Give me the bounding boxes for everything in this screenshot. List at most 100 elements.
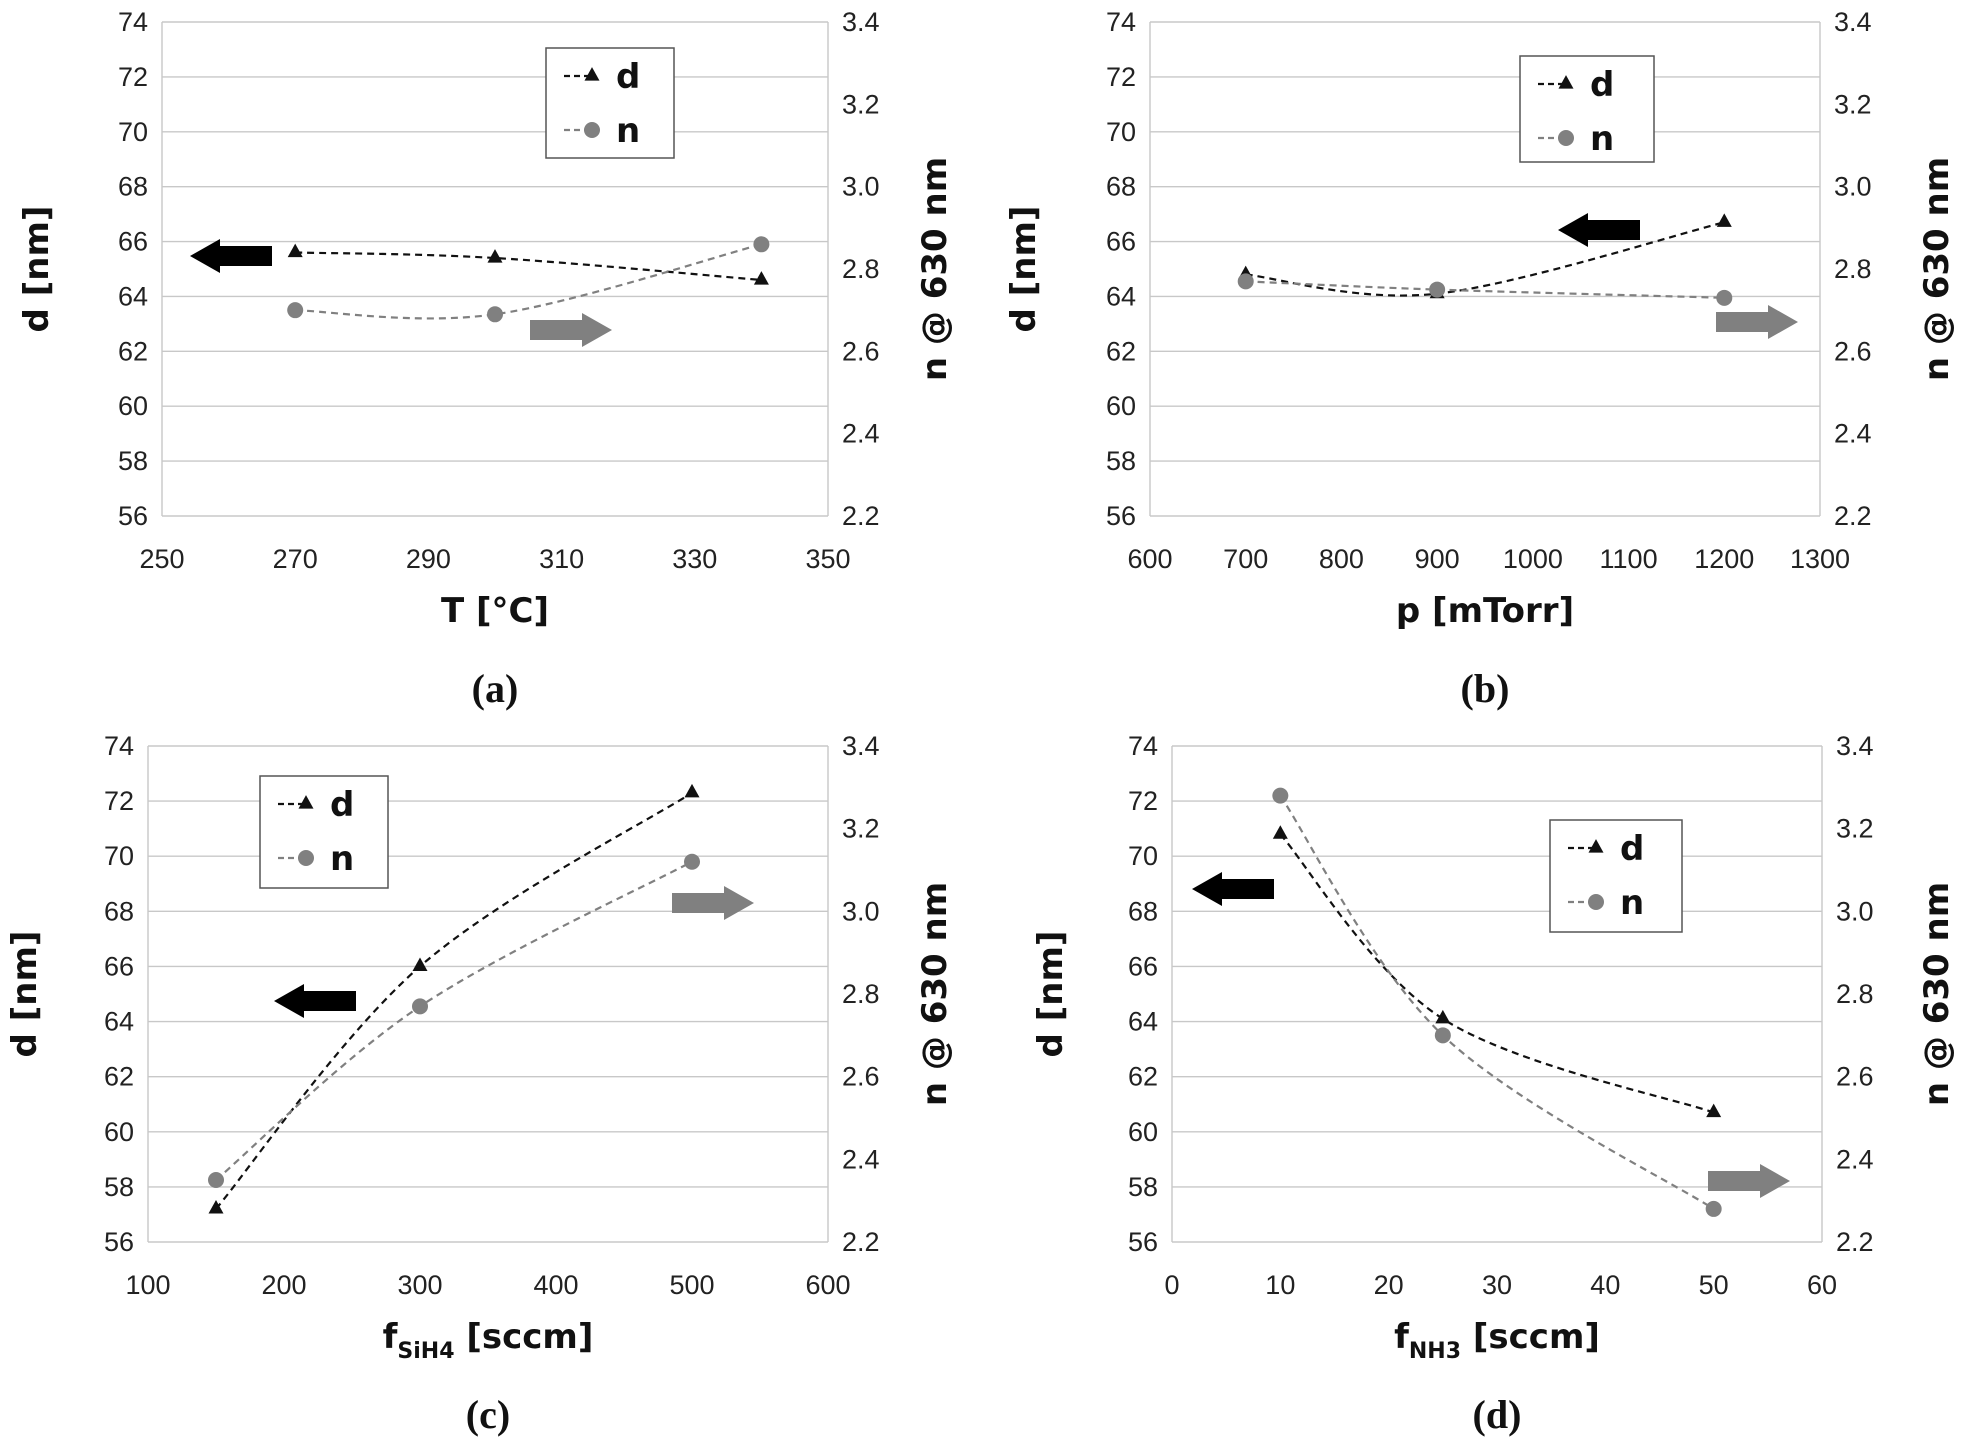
y2-tick-label: 3.0 [842, 896, 880, 926]
arrow-left-icon [190, 239, 272, 273]
arrow-right-icon [1708, 1164, 1790, 1198]
y-tick-label: 58 [1128, 1172, 1158, 1202]
x-tick-label: 310 [539, 544, 584, 574]
y-tick-label: 64 [1128, 1007, 1158, 1037]
x-tick-label: 30 [1482, 1270, 1512, 1300]
data-point-d [1716, 213, 1732, 227]
legend-marker-n [584, 122, 600, 138]
y2-axis-title: n @ 630 nm [915, 882, 955, 1106]
legend: dn [1549, 819, 1683, 933]
y2-tick-label: 2.4 [1836, 1144, 1874, 1174]
y-tick-label: 60 [1128, 1117, 1158, 1147]
x-tick-label: 0 [1164, 1270, 1179, 1300]
series-n [1237, 273, 1733, 306]
data-point-d [412, 957, 428, 972]
legend-label-d: d [1620, 829, 1644, 869]
series-d [208, 783, 700, 1214]
legend-marker-d [1588, 839, 1604, 853]
x-axis-title-main: f [1394, 1317, 1410, 1357]
data-point-n [1429, 281, 1446, 298]
series-line-n [1245, 280, 1725, 299]
y2-tick-label: 2.6 [842, 336, 880, 366]
x-tick-label: 1100 [1600, 544, 1658, 574]
y-tick-label: 72 [1128, 786, 1158, 816]
y2-tick-label: 2.4 [1834, 419, 1872, 449]
data-point-n [1705, 1200, 1722, 1217]
y2-tick-label: 2.8 [842, 254, 880, 284]
x-tick-label: 40 [1590, 1270, 1620, 1300]
arrow-left-icon [1192, 872, 1274, 906]
y-tick-label: 64 [104, 1007, 134, 1037]
x-tick-label: 700 [1223, 544, 1268, 574]
y-tick-label: 68 [104, 896, 134, 926]
x-axis-title: fSiH4 [sccm] [383, 1317, 594, 1364]
y-tick-label: 62 [118, 336, 148, 366]
x-tick-label: 330 [672, 544, 717, 574]
legend-marker-n [1558, 130, 1574, 146]
y2-tick-label: 2.2 [842, 1227, 880, 1257]
data-point-d [487, 249, 503, 263]
data-point-d [753, 271, 769, 285]
arrow-left-icon [274, 984, 356, 1018]
arrow-right-icon [1716, 305, 1798, 339]
y-tick-label: 60 [1106, 391, 1136, 421]
x-axis-title: T [°C] [441, 591, 549, 631]
legend-label-d: d [1590, 65, 1614, 105]
x-axis-title-main: f [383, 1317, 399, 1357]
data-point-n [684, 853, 700, 870]
legend-box [545, 47, 675, 159]
y-axis-title: d [nm] [1031, 931, 1071, 1058]
y-tick-label: 70 [1106, 117, 1136, 147]
gridlines [1171, 745, 1823, 1243]
y2-tick-label: 2.6 [1834, 336, 1872, 366]
series-line-d [1279, 833, 1715, 1114]
y-tick-label: 62 [1106, 336, 1136, 366]
y2-tick-label: 3.4 [842, 731, 880, 761]
legend-label-d: d [330, 785, 354, 825]
chart-panel-b: 56 58 60 62 64 66 68 70 72 74 2.2 2.4 2.6 2.8 3.0 3.2 3.… [1004, 7, 1957, 711]
x-axis-title: fNH3 [sccm] [1394, 1317, 1600, 1364]
data-point-n [487, 306, 503, 323]
y-tick-label: 74 [104, 731, 134, 761]
series-n [287, 236, 770, 323]
y2-axis-title: n @ 630 nm [915, 157, 955, 381]
y-tick-label: 58 [1106, 446, 1136, 476]
series-d [287, 243, 769, 285]
x-axis-title-subscript: NH3 [1409, 1339, 1461, 1364]
y-tick-label: 72 [118, 62, 148, 92]
data-point-d [208, 1200, 224, 1214]
y-tick-label: 62 [1128, 1062, 1158, 1092]
legend: dn [545, 47, 675, 159]
x-tick-label: 20 [1374, 1270, 1404, 1300]
y2-tick-label: 2.6 [1836, 1062, 1874, 1092]
x-tick-label: 500 [669, 1270, 714, 1300]
x-tick-label: 250 [139, 544, 184, 574]
y-tick-label: 66 [104, 951, 134, 981]
y2-axis-title: n @ 630 nm [1917, 882, 1957, 1106]
y2-tick-label: 2.4 [842, 419, 880, 449]
legend-marker-n [1588, 894, 1604, 910]
y2-tick-label: 3.0 [842, 172, 880, 202]
y-tick-label: 56 [1128, 1227, 1158, 1257]
series-n [208, 853, 700, 1188]
x-tick-label: 100 [125, 1270, 170, 1300]
data-point-n [753, 236, 770, 253]
legend: dn [1519, 55, 1655, 163]
y2-tick-label: 3.2 [1834, 89, 1872, 119]
x-axis-title: p [mTorr] [1396, 591, 1574, 631]
series-n [1272, 787, 1722, 1217]
data-point-n [412, 998, 428, 1015]
y-tick-label: 66 [118, 227, 148, 257]
y2-tick-label: 3.0 [1834, 172, 1872, 202]
y2-tick-label: 2.8 [1836, 979, 1874, 1009]
legend-label-d: d [616, 57, 640, 97]
legend-marker-d [584, 67, 600, 81]
data-point-d [684, 783, 700, 798]
data-point-n [208, 1172, 224, 1188]
y2-axis-title: n @ 630 nm [1917, 157, 1957, 381]
gridlines [147, 745, 829, 1243]
y2-tick-label: 3.4 [1836, 731, 1874, 761]
x-tick-label: 1000 [1503, 544, 1563, 574]
y-tick-label: 60 [104, 1117, 134, 1147]
x-tick-label: 900 [1415, 544, 1460, 574]
